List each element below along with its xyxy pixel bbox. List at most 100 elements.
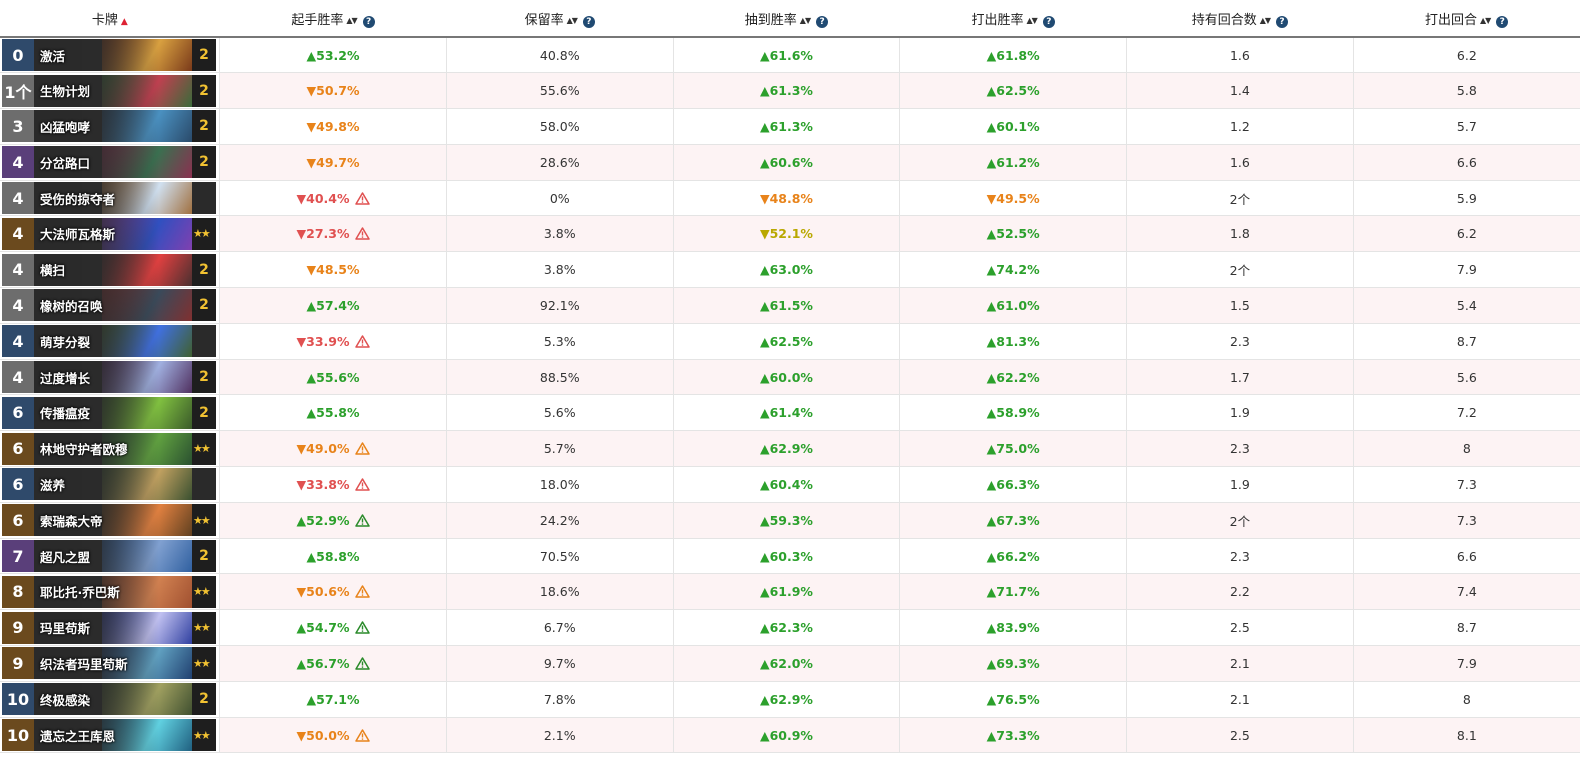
help-icon[interactable]: ? bbox=[582, 15, 595, 28]
mulligan-winrate: ▼50.0% bbox=[219, 717, 447, 754]
card-tile[interactable]: 9 织法者玛里苟斯 ★★ bbox=[2, 647, 216, 680]
kept-rate: 0% bbox=[445, 180, 674, 217]
header-turns-held[interactable]: 持有回合数 ▲▼? bbox=[1126, 0, 1354, 38]
turns-held: 2.3 bbox=[1126, 430, 1354, 468]
card-tile[interactable]: 6 林地守护者欧穆 ★★ bbox=[2, 432, 216, 465]
card-tile[interactable]: 6 索瑞森大帝 ★★ bbox=[2, 504, 216, 537]
card-cell[interactable]: 10 遗忘之王库恩 ★★ bbox=[0, 717, 220, 754]
turn-played: 6.6 bbox=[1352, 538, 1580, 575]
header-turn-played[interactable]: 打出回合 ▲▼? bbox=[1353, 0, 1580, 38]
mulligan-winrate: ▼49.7% bbox=[219, 144, 447, 181]
card-cell[interactable]: 6 索瑞森大帝 ★★ bbox=[0, 502, 220, 539]
card-tile[interactable]: 4 分岔路口 2 bbox=[2, 146, 216, 179]
played-winrate: ▲76.5% bbox=[899, 681, 1127, 718]
card-tile[interactable]: 4 受伤的掠夺者 bbox=[2, 182, 216, 215]
kept-rate: 55.6% bbox=[445, 72, 674, 110]
card-tile[interactable]: 9 玛里苟斯 ★★ bbox=[2, 611, 216, 644]
card-tile[interactable]: 1个 生物计划 2 bbox=[2, 74, 216, 107]
drawn-winrate: ▼48.8% bbox=[672, 180, 900, 217]
card-art-fade bbox=[82, 432, 192, 465]
card-name: 超凡之盟 bbox=[40, 549, 91, 565]
warning-icon bbox=[354, 442, 370, 455]
header-kept[interactable]: 保留率 ▲▼? bbox=[446, 0, 674, 38]
turns-held: 1.5 bbox=[1126, 287, 1354, 324]
card-cell[interactable]: 4 橡树的召唤 2 bbox=[0, 287, 220, 324]
help-icon[interactable]: ? bbox=[1042, 15, 1055, 28]
card-tile[interactable]: 4 萌芽分裂 bbox=[2, 325, 216, 358]
sort-icon[interactable]: ▲▼ bbox=[346, 15, 357, 25]
sort-icon[interactable]: ▲▼ bbox=[1259, 15, 1271, 25]
card-tile[interactable]: 10 遗忘之王库恩 ★★ bbox=[2, 719, 216, 752]
card-cell[interactable]: 10 终极感染 2 bbox=[0, 681, 220, 718]
card-cell[interactable]: 4 分岔路口 2 bbox=[0, 144, 220, 181]
warning-icon bbox=[354, 585, 370, 599]
card-cell[interactable]: 0 激活 2 bbox=[0, 37, 220, 74]
table-row: 0 激活 2 ▲53.2% 40.8% ▲61.6% ▲61.8% 1.6 6.2 bbox=[0, 37, 1580, 74]
card-tile[interactable]: 6 传播瘟疫 2 bbox=[2, 396, 216, 429]
card-cell[interactable]: 6 林地守护者欧穆 ★★ bbox=[0, 430, 220, 468]
card-cell[interactable]: 8 耶比托·乔巴斯 ★★ bbox=[0, 573, 220, 611]
kept-rate: 92.1% bbox=[445, 287, 674, 324]
turns-held: 2个 bbox=[1126, 502, 1354, 539]
card-tile[interactable]: 6 滋养 bbox=[2, 468, 216, 501]
turns-held: 2.5 bbox=[1126, 717, 1354, 754]
card-cell[interactable]: 9 织法者玛里苟斯 ★★ bbox=[0, 645, 220, 682]
card-cell[interactable]: 4 过度增长 2 bbox=[0, 359, 220, 396]
kept-rate: 88.5% bbox=[445, 359, 674, 396]
card-tile[interactable]: 4 大法师瓦格斯 ★★ bbox=[2, 217, 216, 250]
header-card[interactable]: 卡牌 ▲ bbox=[0, 0, 220, 38]
drawn-winrate: ▲60.3% bbox=[672, 538, 900, 575]
drawn-winrate: ▲61.3% bbox=[672, 72, 900, 110]
mulligan-winrate: ▲56.7% bbox=[219, 645, 447, 682]
card-count: 2 bbox=[192, 396, 216, 429]
drawn-winrate: ▲61.5% bbox=[672, 287, 900, 324]
card-count: ★★ bbox=[192, 611, 216, 644]
header-played[interactable]: 打出胜率 ▲▼? bbox=[899, 0, 1127, 38]
help-icon[interactable]: ? bbox=[362, 15, 375, 28]
turns-held: 1.9 bbox=[1126, 466, 1354, 503]
header-drawn[interactable]: 抽到胜率 ▲▼? bbox=[673, 0, 900, 38]
card-cell[interactable]: 6 传播瘟疫 2 bbox=[0, 394, 220, 432]
drawn-winrate: ▲60.6% bbox=[672, 144, 900, 181]
card-cell[interactable]: 4 横扫 2 bbox=[0, 251, 220, 289]
card-tile[interactable]: 4 横扫 2 bbox=[2, 253, 216, 286]
card-cell[interactable]: 4 受伤的掠夺者 bbox=[0, 180, 220, 217]
card-cell[interactable]: 1个 生物计划 2 bbox=[0, 72, 220, 110]
played-winrate: ▲61.0% bbox=[899, 287, 1127, 324]
sort-icon[interactable]: ▲▼ bbox=[1479, 15, 1491, 25]
card-tile[interactable]: 4 橡树的召唤 2 bbox=[2, 289, 216, 322]
card-tile[interactable]: 3 凶猛咆哮 2 bbox=[2, 110, 216, 143]
card-tile[interactable]: 0 激活 2 bbox=[2, 39, 216, 72]
card-name: 激活 bbox=[40, 48, 66, 64]
drawn-winrate: ▲61.6% bbox=[672, 37, 900, 74]
turn-played: 5.7 bbox=[1352, 108, 1580, 145]
sort-icon[interactable]: ▲▼ bbox=[799, 15, 811, 25]
played-winrate: ▲67.3% bbox=[899, 502, 1127, 539]
drawn-winrate: ▲61.4% bbox=[672, 394, 900, 432]
card-cell[interactable]: 9 玛里苟斯 ★★ bbox=[0, 609, 220, 647]
sort-icon[interactable]: ▲▼ bbox=[1026, 15, 1038, 25]
header-mulligan[interactable]: 起手胜率 ▲▼? bbox=[219, 0, 447, 38]
card-tile[interactable]: 4 过度增长 2 bbox=[2, 361, 216, 394]
turn-played: 5.6 bbox=[1352, 359, 1580, 396]
card-cell[interactable]: 4 萌芽分裂 bbox=[0, 323, 220, 360]
card-tile[interactable]: 8 耶比托·乔巴斯 ★★ bbox=[2, 575, 216, 608]
help-icon[interactable]: ? bbox=[1496, 15, 1509, 28]
turn-played: 5.9 bbox=[1352, 180, 1580, 217]
card-name: 凶猛咆哮 bbox=[40, 119, 91, 135]
card-name: 玛里苟斯 bbox=[40, 621, 91, 637]
help-icon[interactable]: ? bbox=[816, 15, 829, 28]
card-cell[interactable]: 7 超凡之盟 2 bbox=[0, 538, 220, 575]
table-row: 6 传播瘟疫 2 ▲55.8% 5.6% ▲61.4% ▲58.9% 1.9 7.2 bbox=[0, 394, 1580, 432]
card-cell[interactable]: 4 大法师瓦格斯 ★★ bbox=[0, 215, 220, 253]
kept-rate: 5.3% bbox=[445, 323, 674, 360]
card-tile[interactable]: 7 超凡之盟 2 bbox=[2, 540, 216, 573]
help-icon[interactable]: ? bbox=[1276, 15, 1289, 28]
turn-played: 7.3 bbox=[1352, 502, 1580, 539]
table-row: 9 玛里苟斯 ★★ ▲54.7% 6.7% ▲62.3% ▲83.9% 2.5 8.7 bbox=[0, 609, 1580, 647]
sort-icon[interactable]: ▲▼ bbox=[566, 15, 578, 25]
warning-icon bbox=[354, 335, 370, 348]
card-cell[interactable]: 6 滋养 bbox=[0, 466, 220, 503]
card-tile[interactable]: 10 终极感染 2 bbox=[2, 683, 216, 716]
card-cell[interactable]: 3 凶猛咆哮 2 bbox=[0, 108, 220, 145]
